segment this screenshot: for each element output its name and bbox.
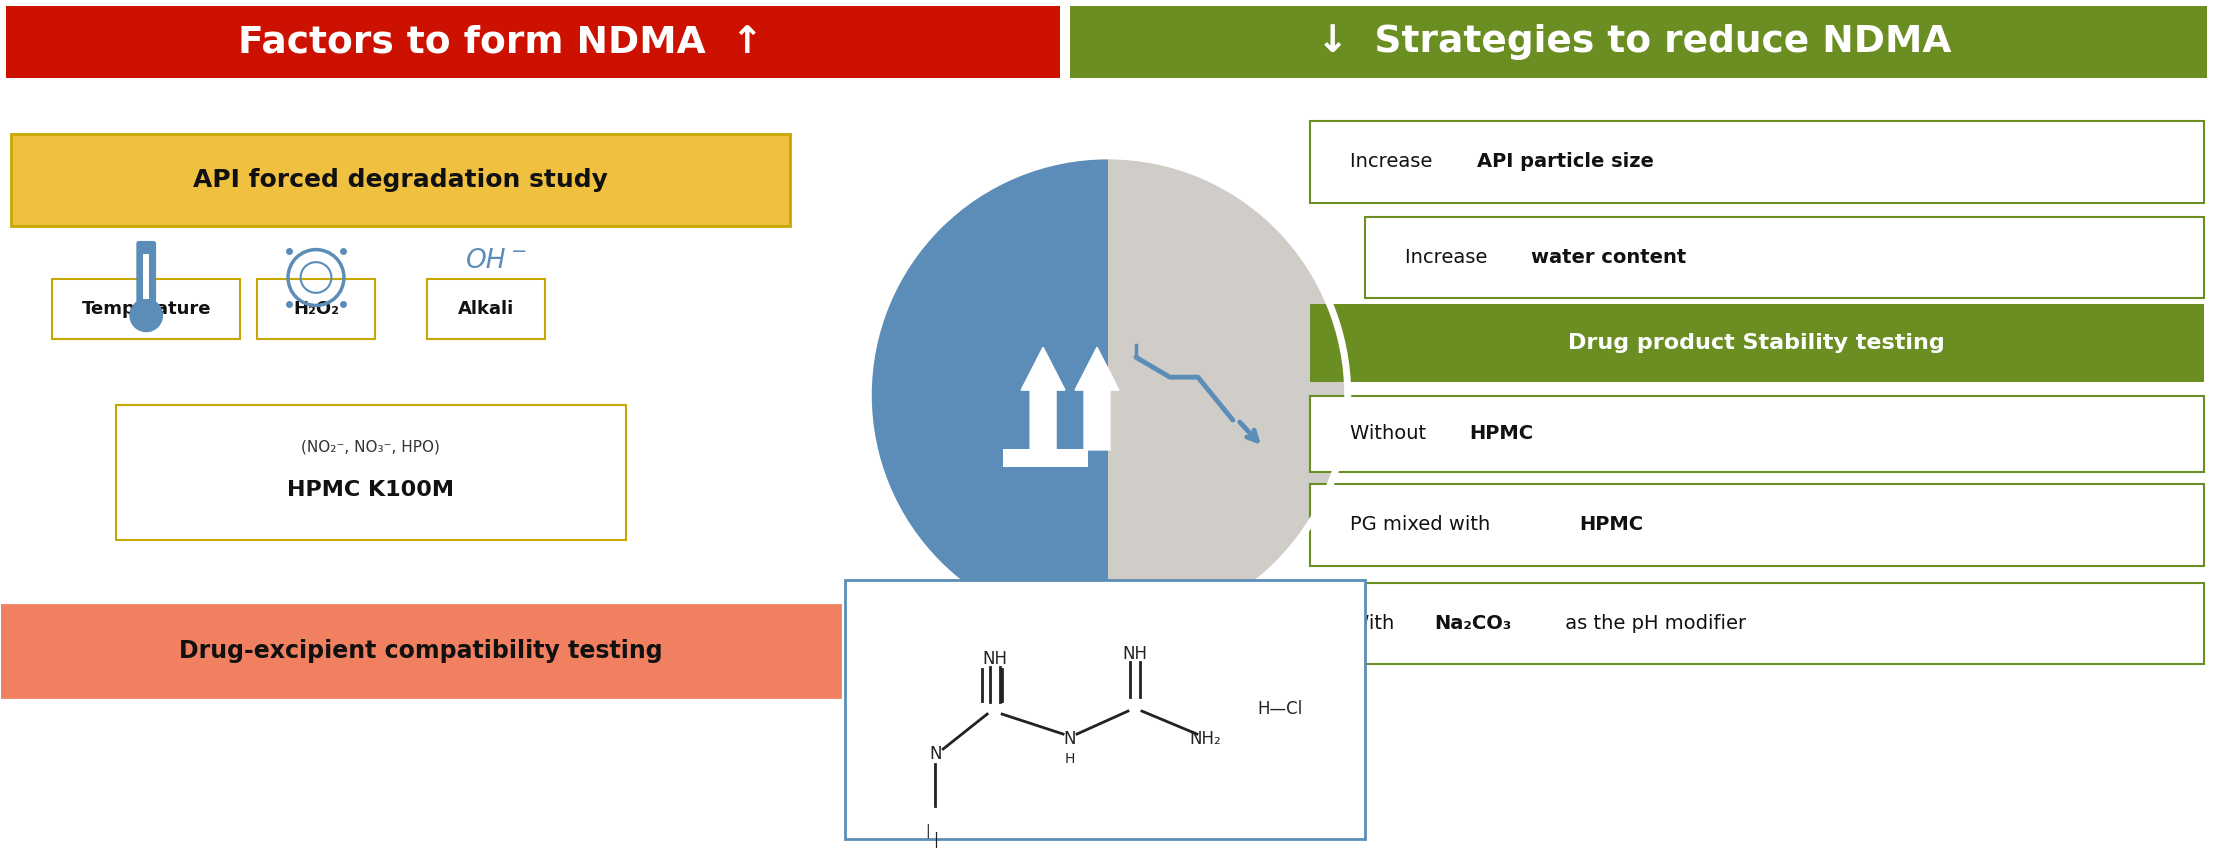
Text: API particle size: API particle size [1476, 152, 1653, 171]
FancyBboxPatch shape [2, 606, 841, 697]
FancyBboxPatch shape [427, 279, 544, 339]
Text: NH: NH [983, 650, 1007, 669]
FancyBboxPatch shape [845, 580, 1365, 839]
Text: Alkali: Alkali [458, 300, 513, 318]
Text: API forced degradation study: API forced degradation study [193, 168, 609, 192]
Text: N: N [929, 745, 941, 763]
FancyBboxPatch shape [1310, 484, 2204, 566]
FancyBboxPatch shape [1310, 582, 2204, 664]
Text: Temperature: Temperature [82, 300, 210, 318]
FancyBboxPatch shape [1002, 449, 1089, 467]
FancyBboxPatch shape [1310, 121, 2204, 202]
Text: Factors to form NDMA  ↑: Factors to form NDMA ↑ [239, 24, 763, 61]
Polygon shape [1076, 347, 1120, 450]
FancyBboxPatch shape [53, 279, 239, 339]
Text: Without: Without [1350, 425, 1432, 444]
Text: ↓  Strategies to reduce NDMA: ↓ Strategies to reduce NDMA [1317, 24, 1952, 61]
Text: Increase: Increase [1405, 248, 1494, 267]
Text: −: − [511, 242, 527, 261]
Text: NH₂: NH₂ [1188, 730, 1222, 748]
FancyBboxPatch shape [1310, 396, 2204, 472]
Text: Drug product Stability testing: Drug product Stability testing [1569, 333, 1945, 353]
Text: N: N [1064, 730, 1076, 748]
Circle shape [131, 299, 162, 331]
Text: H: H [1064, 752, 1076, 766]
Wedge shape [1109, 156, 1348, 634]
FancyBboxPatch shape [7, 6, 1060, 78]
FancyBboxPatch shape [257, 279, 374, 339]
Text: H—Cl: H—Cl [1257, 700, 1303, 718]
Text: |: | [925, 823, 929, 838]
FancyBboxPatch shape [117, 405, 626, 540]
Text: Drug-excipient compatibility testing: Drug-excipient compatibility testing [179, 639, 662, 663]
FancyBboxPatch shape [1310, 304, 2204, 382]
Text: NH: NH [1122, 645, 1149, 663]
Text: HPMC: HPMC [1580, 516, 1644, 535]
Text: With: With [1350, 614, 1401, 633]
Wedge shape [867, 156, 1109, 634]
Text: |: | [932, 832, 938, 848]
Polygon shape [1020, 347, 1064, 450]
Text: water content: water content [1531, 248, 1686, 267]
Text: Increase: Increase [1350, 152, 1438, 171]
FancyBboxPatch shape [1365, 217, 2204, 298]
Text: OH: OH [465, 247, 507, 273]
FancyBboxPatch shape [137, 241, 155, 309]
FancyBboxPatch shape [144, 254, 150, 299]
FancyBboxPatch shape [1071, 6, 2206, 78]
Text: HPMC: HPMC [1469, 425, 1534, 444]
FancyBboxPatch shape [11, 134, 790, 226]
Text: (NO₂⁻, NO₃⁻, HPO): (NO₂⁻, NO₃⁻, HPO) [301, 439, 440, 454]
Text: HPMC K100M: HPMC K100M [288, 480, 454, 500]
Text: PG mixed with: PG mixed with [1350, 516, 1496, 535]
Text: H₂O₂: H₂O₂ [292, 300, 339, 318]
Text: Na₂CO₃: Na₂CO₃ [1434, 614, 1511, 633]
Text: as the pH modifier: as the pH modifier [1560, 614, 1746, 633]
